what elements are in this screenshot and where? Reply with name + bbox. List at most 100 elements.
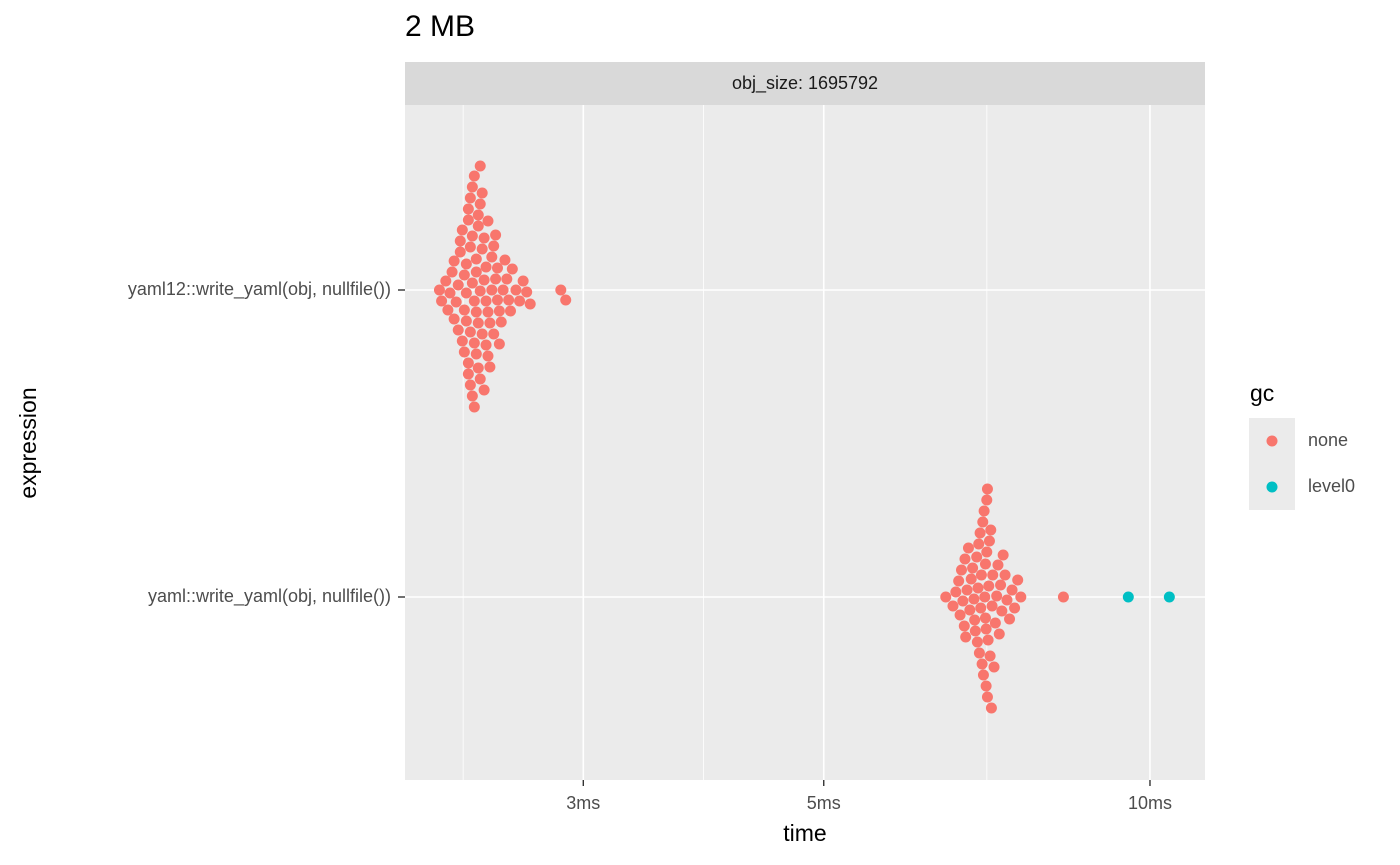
point [482, 350, 494, 362]
point [979, 612, 991, 624]
point [476, 187, 488, 199]
point [474, 285, 486, 297]
point [499, 254, 511, 266]
point [973, 647, 985, 659]
point [495, 316, 507, 328]
point [482, 215, 494, 227]
point [476, 243, 488, 255]
point [472, 220, 484, 232]
point [969, 614, 981, 626]
point [964, 604, 976, 616]
point [957, 595, 969, 607]
point [985, 524, 997, 536]
point [967, 562, 979, 574]
y-tick-label: yaml12::write_yaml(obj, nullfile()) [128, 279, 391, 300]
point [462, 357, 474, 369]
point [448, 313, 460, 325]
legend-key [1266, 481, 1278, 493]
point [458, 269, 470, 281]
legend-label: none [1308, 430, 1348, 450]
point [464, 241, 476, 253]
point [478, 384, 490, 396]
point [962, 542, 974, 554]
point [493, 338, 505, 350]
point [466, 277, 478, 289]
point [988, 661, 1000, 673]
point [462, 368, 474, 380]
point [514, 295, 526, 307]
point [468, 401, 480, 413]
point [462, 203, 474, 215]
point [452, 324, 464, 336]
point [954, 609, 966, 621]
point [504, 305, 516, 317]
point [981, 483, 993, 495]
point [950, 586, 962, 598]
point [466, 390, 478, 402]
point [997, 549, 1009, 561]
x-axis-label: time [783, 820, 826, 846]
point [977, 516, 989, 528]
point [466, 230, 478, 242]
point [436, 295, 448, 307]
point [981, 494, 993, 506]
point [1012, 574, 1024, 586]
point [478, 274, 490, 286]
point [983, 580, 995, 592]
point [433, 284, 445, 296]
point [985, 702, 997, 714]
point [972, 582, 984, 594]
point [468, 170, 480, 182]
point [1015, 591, 1027, 603]
point [468, 295, 480, 307]
point [969, 625, 981, 637]
point [448, 255, 460, 267]
point [965, 573, 977, 585]
point [984, 650, 996, 662]
point [1057, 591, 1069, 603]
point [484, 317, 496, 329]
point [978, 505, 990, 517]
point [503, 294, 515, 306]
point [480, 295, 492, 307]
point [989, 617, 1001, 629]
point [488, 240, 500, 252]
point [974, 527, 986, 539]
point [446, 266, 458, 278]
point [490, 273, 502, 285]
point [987, 569, 999, 581]
point [979, 558, 991, 570]
point [506, 263, 518, 275]
legend-label: level0 [1308, 476, 1355, 496]
point [510, 284, 522, 296]
point [486, 251, 498, 263]
point [456, 335, 468, 347]
point [462, 214, 474, 226]
point [460, 258, 472, 270]
point [975, 569, 987, 581]
point [454, 235, 466, 247]
point [472, 317, 484, 329]
point [973, 538, 985, 550]
point [1001, 594, 1013, 606]
point [480, 261, 492, 273]
point [560, 294, 572, 306]
point [458, 304, 470, 316]
x-tick-label: 3ms [566, 793, 600, 813]
point [955, 564, 967, 576]
point [524, 298, 536, 310]
point [466, 181, 478, 193]
point [980, 680, 992, 692]
point [497, 284, 509, 296]
point [474, 160, 486, 172]
point [1163, 591, 1175, 603]
point [474, 373, 486, 385]
point [482, 306, 494, 318]
point [981, 546, 993, 558]
legend-key-bg [1249, 418, 1295, 510]
point [440, 275, 452, 287]
point [981, 691, 993, 703]
x-tick-label: 10ms [1128, 793, 1172, 813]
point [474, 198, 486, 210]
